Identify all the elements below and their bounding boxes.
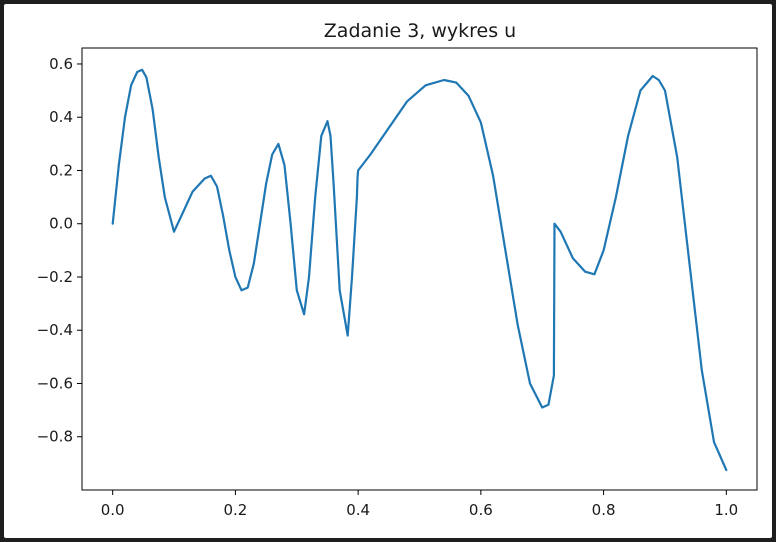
y-tick-label: −0.2 <box>37 268 73 286</box>
x-tick-label: 0.4 <box>346 501 370 519</box>
y-tick-label: 0.2 <box>49 161 73 179</box>
y-tick-label: 0.6 <box>49 55 73 73</box>
y-tick-label: −0.6 <box>37 374 73 392</box>
y-tick-label: −0.4 <box>37 321 73 339</box>
x-tick-label: 0.6 <box>469 501 493 519</box>
y-tick-label: 0.4 <box>49 108 73 126</box>
x-axis: 0.0 0.2 0.4 0.6 0.8 1.0 <box>101 490 738 519</box>
axes-frame <box>81 47 758 491</box>
x-tick-label: 0.8 <box>592 501 616 519</box>
y-tick-label: −0.8 <box>37 428 73 446</box>
y-tick-label: 0.0 <box>49 215 73 233</box>
figure-canvas <box>4 4 772 538</box>
x-tick-label: 1.0 <box>714 501 738 519</box>
chart-title: Zadanie 3, wykres u <box>324 20 516 42</box>
series-line-0 <box>111 68 728 472</box>
plot-area <box>81 47 758 491</box>
y-axis: 0.6 0.4 0.2 0.0 −0.2 −0.4 −0.6 −0.8 <box>37 55 82 446</box>
x-tick-label: 0.2 <box>223 501 247 519</box>
x-tick-label: 0.0 <box>101 501 125 519</box>
